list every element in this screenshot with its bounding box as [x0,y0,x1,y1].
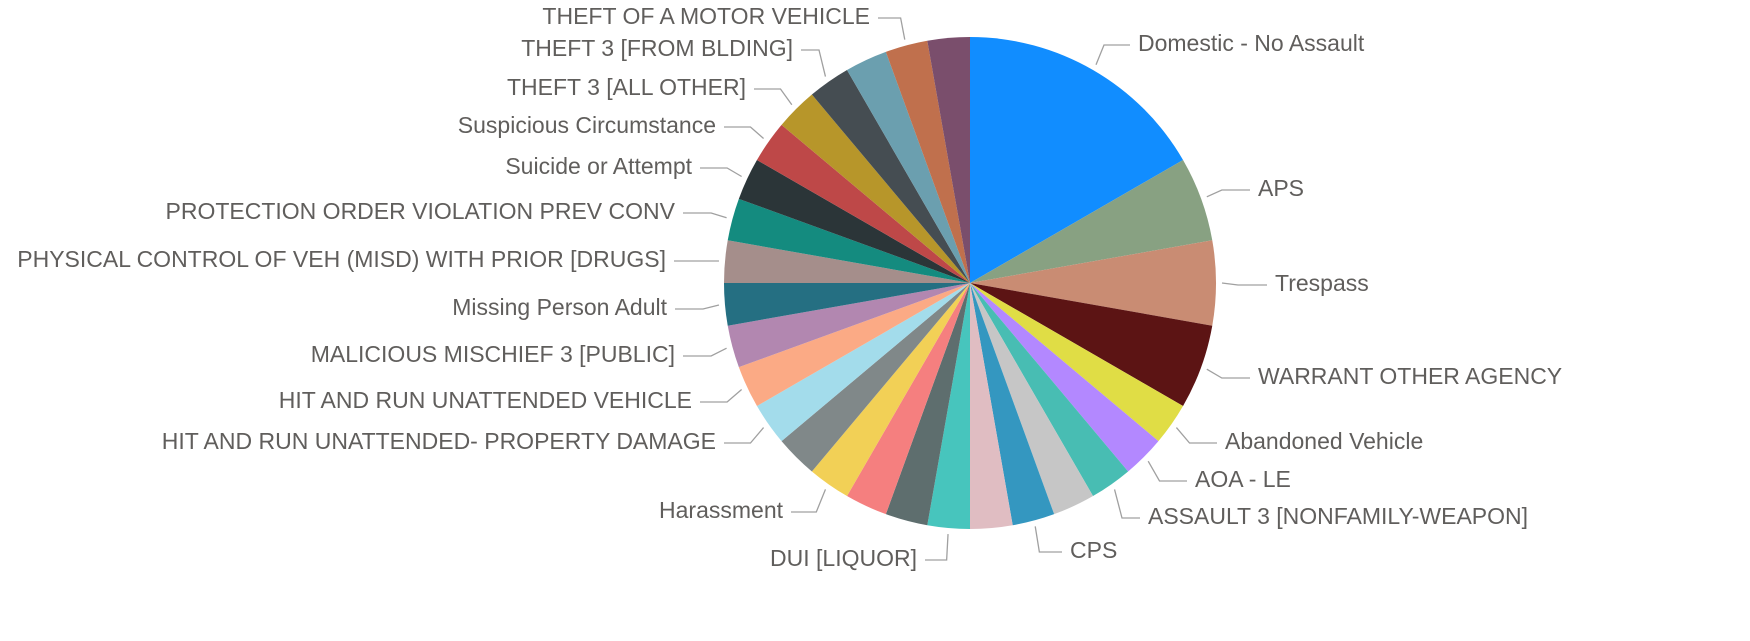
pie-slice [738,283,970,406]
leader-line [724,427,765,444]
pie-slice [885,283,970,526]
pie-slice [756,283,970,442]
pie-slice [811,69,970,283]
leader-line [675,304,720,310]
pie-slice [885,40,970,284]
leader-line [1034,526,1062,553]
pie-slice [970,283,1129,497]
leader-line [1206,368,1250,379]
slice-label: PROTECTION ORDER VIOLATION PREV CONV [166,198,676,224]
pie-slice [970,160,1213,283]
leader-line [925,534,949,561]
pie-slice [756,124,970,284]
slice-label: Harassment [659,497,784,523]
pie-slice [970,283,1159,472]
slice-label: THEFT 3 [FROM BLDING] [521,35,793,61]
slice-label: THEFT 3 [ALL OTHER] [507,74,746,100]
pie-slice [927,37,970,283]
slice-label: AOA - LE [1195,466,1291,492]
pie-slice [970,240,1216,326]
leader-line [878,17,906,40]
leader-line [1095,44,1130,66]
leader-line [801,49,827,77]
slice-label: APS [1258,175,1304,201]
pie-slice [970,283,1013,529]
leader-line [700,167,742,178]
slice-label: PHYSICAL CONTROL OF VEH (MISD) WITH PRIO… [17,246,666,272]
leader-line [754,88,793,106]
pie-slice [970,283,1093,515]
leader-line [1113,489,1140,519]
leader-line [1206,189,1250,198]
slice-label: WARRANT OTHER AGENCY [1258,363,1562,389]
slice-label: Suspicious Circumstance [458,112,716,138]
slice-label: Trespass [1275,270,1369,296]
pie-slice [927,283,970,529]
pie-slice [970,283,1184,442]
pie-slice [738,160,970,283]
pie-slice [847,283,970,515]
slice-label: Suicide or Attempt [505,153,692,179]
slice-label: Abandoned Vehicle [1225,428,1423,454]
leader-line [683,347,727,357]
leader-line [791,489,827,513]
slice-label: HIT AND RUN UNATTENDED VEHICLE [279,387,692,413]
leader-line [1147,460,1187,482]
pie-slice [724,240,970,283]
pie-slice [727,283,970,368]
pie-slice [970,283,1213,406]
pie-slice [970,37,1184,283]
slice-label: Domestic - No Assault [1138,30,1365,56]
slice-label: HIT AND RUN UNATTENDED- PROPERTY DAMAGE [162,428,716,454]
slice-label: Missing Person Adult [452,294,667,320]
pie-slice [847,51,970,283]
pie-slice [811,283,970,497]
slice-label: THEFT OF A MOTOR VEHICLE [542,3,870,29]
pie-slice [970,283,1055,526]
slice-label: MALICIOUS MISCHIEF 3 [PUBLIC] [311,341,675,367]
leader-line [683,212,727,219]
leader-line [724,126,765,139]
leader-line [1175,427,1217,444]
pie-slice [781,283,970,472]
pie-slice [724,283,970,326]
leader-line [1221,282,1267,286]
pie-slice [781,94,970,283]
slice-label: ASSAULT 3 [NONFAMILY-WEAPON] [1148,503,1528,529]
leader-line [700,389,743,403]
slice-label: CPS [1070,537,1117,563]
pie-slice [727,198,970,283]
slice-label: DUI [LIQUOR] [770,545,917,571]
